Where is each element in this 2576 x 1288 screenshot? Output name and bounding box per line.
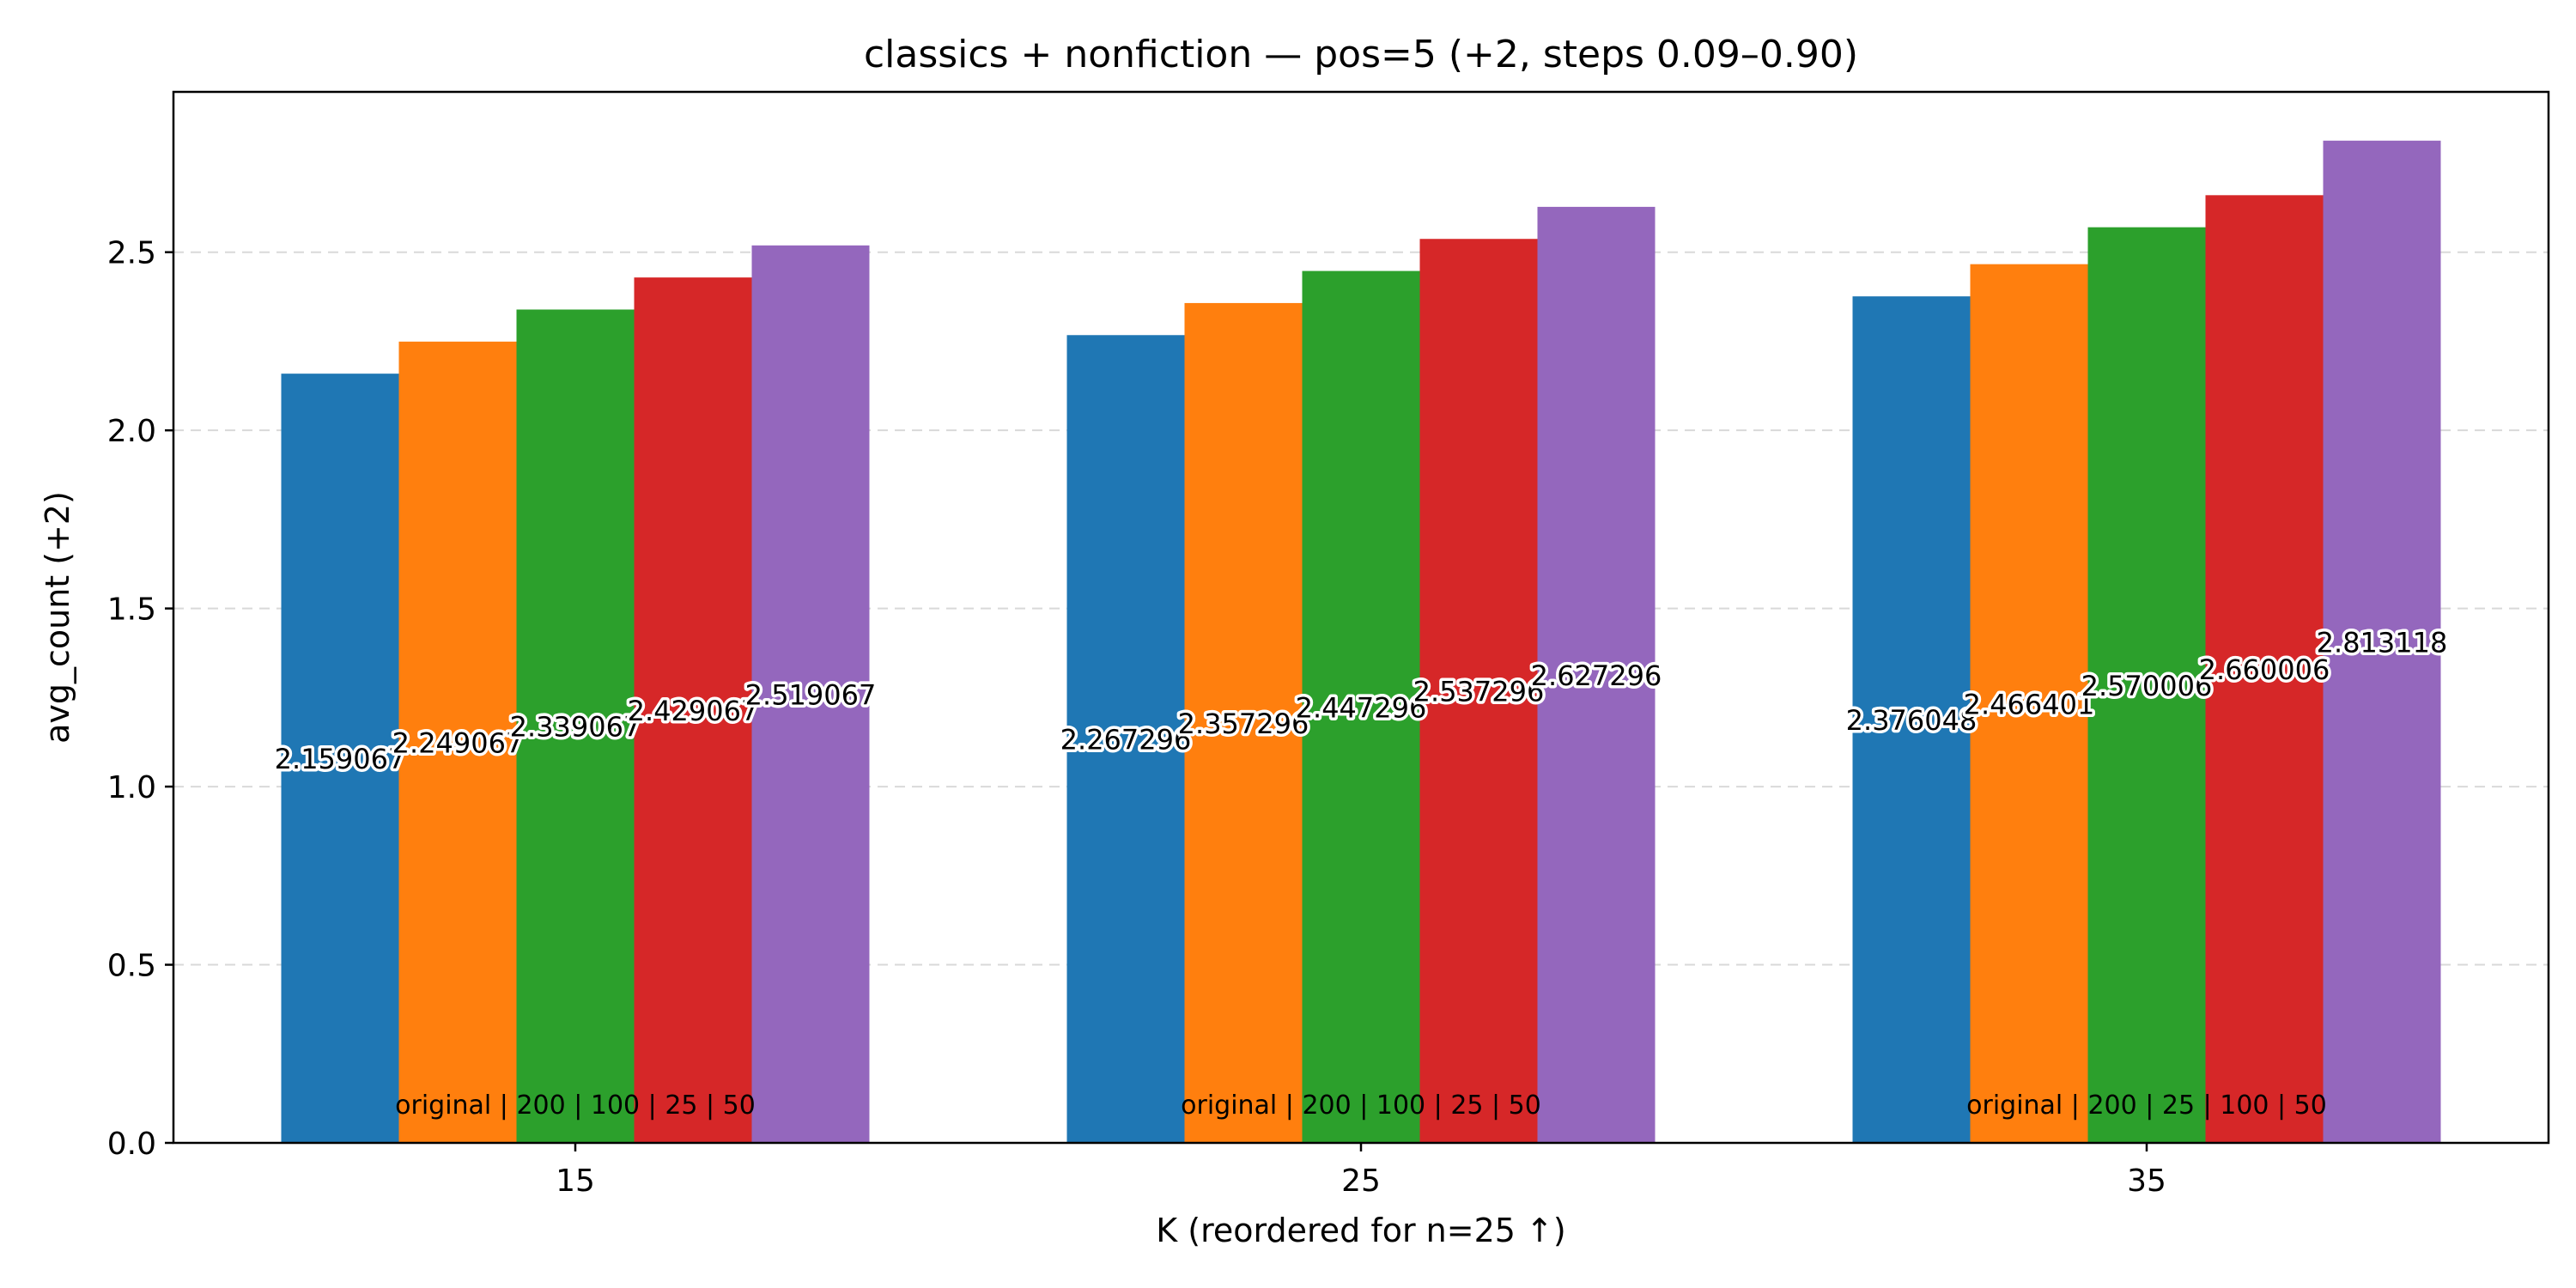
- data-labels: 2.1590672.2490672.3390672.4290672.519067…: [271, 623, 2451, 1121]
- bar: [2323, 140, 2441, 1143]
- bar: [1066, 335, 1185, 1144]
- y-axis-label: avg_count (+2): [39, 491, 76, 744]
- x-tick-label: 35: [2127, 1163, 2166, 1199]
- group-order-label: original | 200 | 100 | 25 | 50: [395, 1091, 756, 1121]
- y-tick-label: 0.0: [107, 1127, 156, 1162]
- x-axis-label: K (reordered for n=25 ↑): [1156, 1212, 1565, 1249]
- bar: [634, 277, 752, 1143]
- data-label: 2.660006: [2199, 653, 2330, 686]
- bar: [516, 309, 635, 1143]
- bar: [1852, 296, 1971, 1143]
- data-label: 2.519067: [745, 678, 877, 711]
- x-tick-label: 25: [1341, 1163, 1381, 1199]
- bar: [2087, 227, 2206, 1144]
- group-order-label: original | 200 | 25 | 100 | 50: [1966, 1091, 2327, 1121]
- data-label: 2.466401: [1964, 688, 2095, 720]
- bar: [2205, 195, 2324, 1143]
- bar: [281, 374, 399, 1143]
- y-tick-label: 2.0: [107, 414, 156, 449]
- data-label: 2.627296: [1531, 659, 1662, 692]
- bar: [398, 341, 517, 1144]
- axis-ticks: 0.0 0.5 1.0 1.5 2.0 2.5 15 25 35: [107, 236, 2166, 1199]
- y-tick-label: 2.5: [107, 236, 156, 271]
- data-label: 2.267296: [1060, 724, 1192, 756]
- data-label: 2.357296: [1178, 708, 1309, 740]
- chart-title: classics + nonfiction — pos=5 (+2, steps…: [864, 33, 1858, 76]
- data-label: 2.249067: [392, 726, 524, 759]
- data-label: 2.159067: [275, 743, 406, 775]
- y-tick-label: 1.5: [107, 592, 156, 628]
- bar: [1537, 206, 1656, 1144]
- bar: [751, 245, 870, 1144]
- data-label: 2.376048: [1846, 704, 1978, 737]
- data-label: 2.429067: [628, 695, 759, 727]
- group-order-label: original | 200 | 100 | 25 | 50: [1181, 1091, 1541, 1121]
- data-label: 2.447296: [1296, 691, 1427, 724]
- data-label: 2.813118: [2317, 626, 2448, 659]
- bar: [1419, 239, 1538, 1143]
- y-tick-label: 0.5: [107, 949, 156, 984]
- bar: [1302, 270, 1420, 1143]
- data-label: 2.537296: [1413, 676, 1545, 708]
- y-tick-label: 1.0: [107, 770, 156, 805]
- data-label: 2.570006: [2081, 670, 2213, 702]
- bars: [281, 140, 2441, 1144]
- x-tick-label: 15: [556, 1163, 595, 1199]
- bar: [1184, 302, 1303, 1143]
- data-label: 2.339067: [510, 711, 641, 744]
- bar: [1970, 264, 2088, 1143]
